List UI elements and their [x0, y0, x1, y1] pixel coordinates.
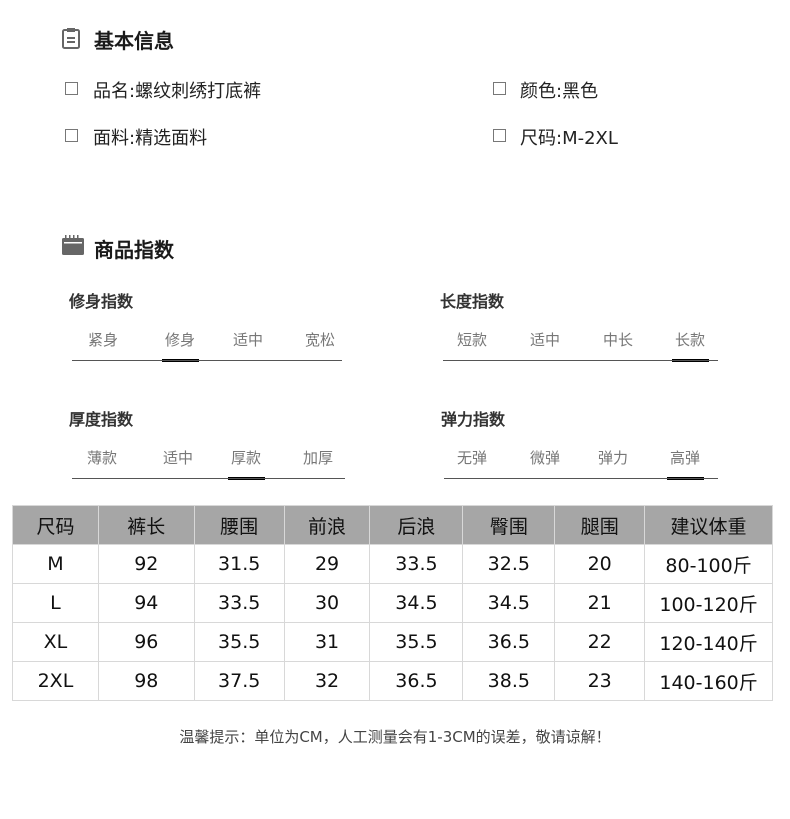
table-row: 2XL 98 37.5 32 36.5 38.5 23 140-160斤 — [12, 661, 773, 701]
index-option: 修身 — [164, 331, 195, 349]
table-cell: 32 — [283, 661, 371, 701]
table-cell: 94 — [97, 583, 195, 623]
index-scale-line — [443, 360, 718, 361]
info-item: 品名:螺纹刺绣打底裤 — [93, 81, 262, 102]
column-header: 臀围 — [462, 505, 556, 545]
info-item: 颜色:黑色 — [520, 81, 599, 102]
index-option: 高弹 — [669, 449, 700, 467]
column-header: 尺码 — [12, 505, 99, 545]
index-title: 厚度指数 — [69, 410, 134, 429]
index-scale-line — [444, 478, 718, 479]
table-cell: 35.5 — [369, 622, 464, 662]
index-scale-line — [72, 478, 345, 479]
table-cell: 37.5 — [193, 661, 285, 701]
index-option: 薄款 — [86, 449, 117, 467]
table-cell: L — [12, 583, 99, 623]
table-cell: 100-120斤 — [644, 583, 773, 623]
table-cell: 29 — [283, 544, 371, 584]
table-cell: 36.5 — [369, 661, 464, 701]
table-cell: 30 — [283, 583, 371, 623]
table-cell: 23 — [554, 661, 646, 701]
table-cell: 96 — [97, 622, 195, 662]
index-title: 弹力指数 — [441, 410, 506, 429]
size-table: 尺码 裤长 腰围 前浪 后浪 臀围 腿围 建议体重 M 92 31.5 29 33.5 32.5 20 80… — [12, 505, 773, 701]
checkbox-icon — [493, 82, 506, 95]
table-cell: 120-140斤 — [644, 622, 773, 662]
table-row: XL 96 35.5 31 35.5 36.5 22 120-140斤 — [12, 622, 773, 662]
index-option: 弹力 — [597, 449, 628, 467]
index-title: 修身指数 — [69, 292, 134, 311]
table-cell: 36.5 — [462, 622, 556, 662]
table-cell: M — [12, 544, 99, 584]
index-option: 宽松 — [304, 331, 335, 349]
measurement-note: 温馨提示：单位为CM，人工测量会有1-3CM的误差，敬请谅解！ — [179, 728, 611, 746]
table-cell: 22 — [554, 622, 646, 662]
index-scale-line — [72, 360, 342, 361]
table-cell: 21 — [554, 583, 646, 623]
index-option: 适中 — [162, 449, 193, 467]
table-row: L 94 33.5 30 34.5 34.5 21 100-120斤 — [12, 583, 773, 623]
table-cell: 92 — [97, 544, 195, 584]
table-cell: 34.5 — [369, 583, 464, 623]
table-cell: 31 — [283, 622, 371, 662]
table-cell: 98 — [97, 661, 195, 701]
index-option: 紧身 — [87, 331, 118, 349]
table-cell: 32.5 — [462, 544, 556, 584]
table-cell: 33.5 — [193, 583, 285, 623]
checkbox-icon — [493, 129, 506, 142]
basic-info-title: 基本信息 — [94, 29, 174, 53]
product-index-title: 商品指数 — [94, 238, 174, 262]
table-cell: 20 — [554, 544, 646, 584]
table-cell: 140-160斤 — [644, 661, 773, 701]
index-title: 长度指数 — [440, 292, 505, 311]
index-option: 适中 — [529, 331, 560, 349]
index-option: 无弹 — [456, 449, 487, 467]
checkbox-icon — [65, 129, 78, 142]
index-option: 微弹 — [529, 449, 560, 467]
checkbox-icon — [65, 82, 78, 95]
info-item: 尺码:M-2XL — [520, 128, 618, 149]
table-cell: 35.5 — [193, 622, 285, 662]
table-cell: 2XL — [12, 661, 99, 701]
index-option: 短款 — [456, 331, 487, 349]
table-cell: XL — [12, 622, 99, 662]
table-cell: 33.5 — [369, 544, 464, 584]
index-option: 长款 — [674, 331, 705, 349]
calendar-icon — [62, 235, 84, 255]
table-row: M 92 31.5 29 33.5 32.5 20 80-100斤 — [12, 544, 773, 584]
column-header: 前浪 — [283, 505, 371, 545]
table-cell: 31.5 — [193, 544, 285, 584]
info-item: 面料:精选面料 — [93, 128, 208, 149]
index-option: 中长 — [602, 331, 633, 349]
index-option: 加厚 — [302, 449, 333, 467]
column-header: 裤长 — [97, 505, 195, 545]
column-header: 腰围 — [193, 505, 285, 545]
table-cell: 34.5 — [462, 583, 556, 623]
column-header: 腿围 — [554, 505, 646, 545]
index-option: 适中 — [232, 331, 263, 349]
clipboard-icon — [62, 28, 80, 49]
table-cell: 38.5 — [462, 661, 556, 701]
index-option: 厚款 — [230, 449, 261, 467]
column-header: 后浪 — [369, 505, 464, 545]
table-cell: 80-100斤 — [644, 544, 773, 584]
column-header: 建议体重 — [644, 505, 773, 545]
